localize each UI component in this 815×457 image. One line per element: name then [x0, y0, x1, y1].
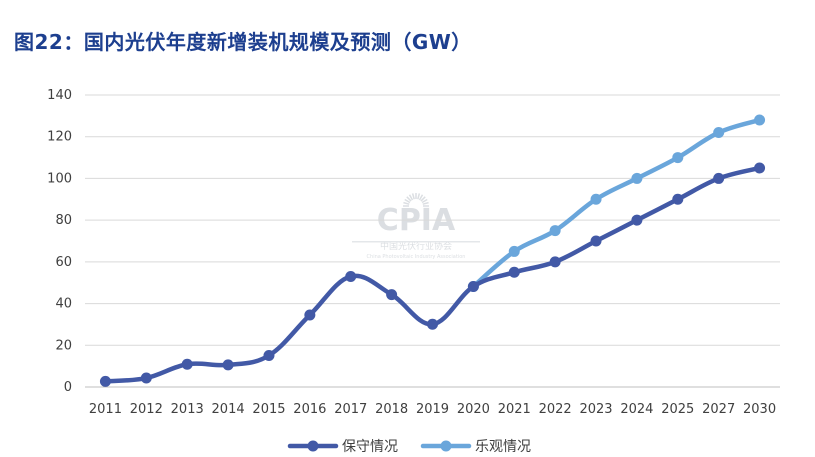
series-layer — [99, 114, 766, 387]
x-tick-label: 2027 — [702, 402, 735, 417]
grid-lines — [85, 94, 780, 388]
y-tick-label: 0 — [64, 380, 72, 395]
data-point-conservative — [140, 372, 152, 384]
y-tick-label: 60 — [55, 255, 72, 270]
data-point-optimistic — [672, 152, 684, 164]
watermark-org-en: China Photovoltaic Industry Association — [367, 254, 466, 260]
cpia-watermark: CPIA 中国光伏行业协会 China Photovoltaic Industr… — [352, 193, 480, 260]
y-tick-label: 120 — [47, 130, 72, 145]
data-point-conservative — [386, 289, 398, 301]
x-tick-label: 2015 — [252, 402, 285, 417]
x-tick-label: 2011 — [89, 402, 122, 417]
data-point-optimistic — [713, 127, 725, 139]
x-tick-label: 2023 — [579, 402, 612, 417]
data-point-conservative — [508, 266, 520, 278]
data-point-conservative — [590, 235, 602, 247]
data-point-optimistic — [631, 172, 643, 184]
legend-label-optimistic: 乐观情况 — [475, 439, 531, 455]
data-point-optimistic — [590, 193, 602, 205]
x-tick-label: 2017 — [334, 402, 367, 417]
x-tick-label: 2030 — [743, 402, 776, 417]
data-point-conservative — [672, 193, 684, 205]
data-point-optimistic — [549, 225, 561, 237]
x-tick-label: 2024 — [620, 402, 653, 417]
data-point-conservative — [631, 214, 643, 226]
chart-title: 图22：国内光伏年度新增装机规模及预测（GW） — [14, 30, 472, 54]
x-tick-label: 2014 — [212, 402, 245, 417]
data-point-conservative — [181, 358, 193, 370]
series-line-conservative — [103, 165, 762, 384]
y-tick-label: 140 — [47, 88, 72, 103]
data-point-optimistic — [508, 245, 520, 257]
x-tick-label: 2019 — [416, 402, 449, 417]
legend-marker-optimistic — [440, 440, 452, 452]
data-point-conservative — [304, 309, 316, 321]
data-point-conservative — [263, 350, 275, 362]
data-point-conservative — [549, 256, 561, 268]
data-point-conservative — [713, 172, 725, 184]
data-point-conservative — [99, 375, 111, 387]
y-tick-label: 40 — [55, 297, 72, 312]
x-axis-ticks: 2011 2012 2013 2014 2015 2016 2017 2018 2019 2020… — [89, 402, 776, 417]
legend-marker-conservative — [307, 440, 319, 452]
x-tick-label: 2021 — [498, 402, 531, 417]
y-tick-label: 80 — [55, 213, 72, 228]
x-tick-label: 2025 — [661, 402, 694, 417]
data-point-optimistic — [754, 114, 766, 126]
y-tick-label: 100 — [47, 171, 72, 186]
data-point-conservative — [222, 359, 234, 371]
x-tick-label: 2020 — [457, 402, 490, 417]
x-tick-label: 2013 — [171, 402, 204, 417]
x-tick-label: 2022 — [539, 402, 572, 417]
legend: 保守情况 乐观情况 — [287, 439, 531, 455]
data-point-conservative — [427, 318, 438, 330]
watermark-underline — [352, 241, 480, 243]
data-point-conservative — [467, 280, 479, 292]
x-tick-label: 2012 — [130, 402, 163, 417]
y-axis-ticks: 0 20 40 60 80 100 120 140 — [47, 88, 72, 395]
x-tick-label: 2016 — [293, 402, 326, 417]
data-point-conservative — [754, 162, 766, 174]
watermark-org-cn: 中国光伏行业协会 — [380, 240, 452, 252]
legend-label-conservative: 保守情况 — [342, 439, 398, 455]
data-point-conservative — [345, 270, 357, 282]
y-tick-label: 20 — [55, 338, 72, 353]
x-tick-label: 2018 — [375, 402, 408, 417]
watermark-sunburst-icon — [403, 193, 429, 207]
